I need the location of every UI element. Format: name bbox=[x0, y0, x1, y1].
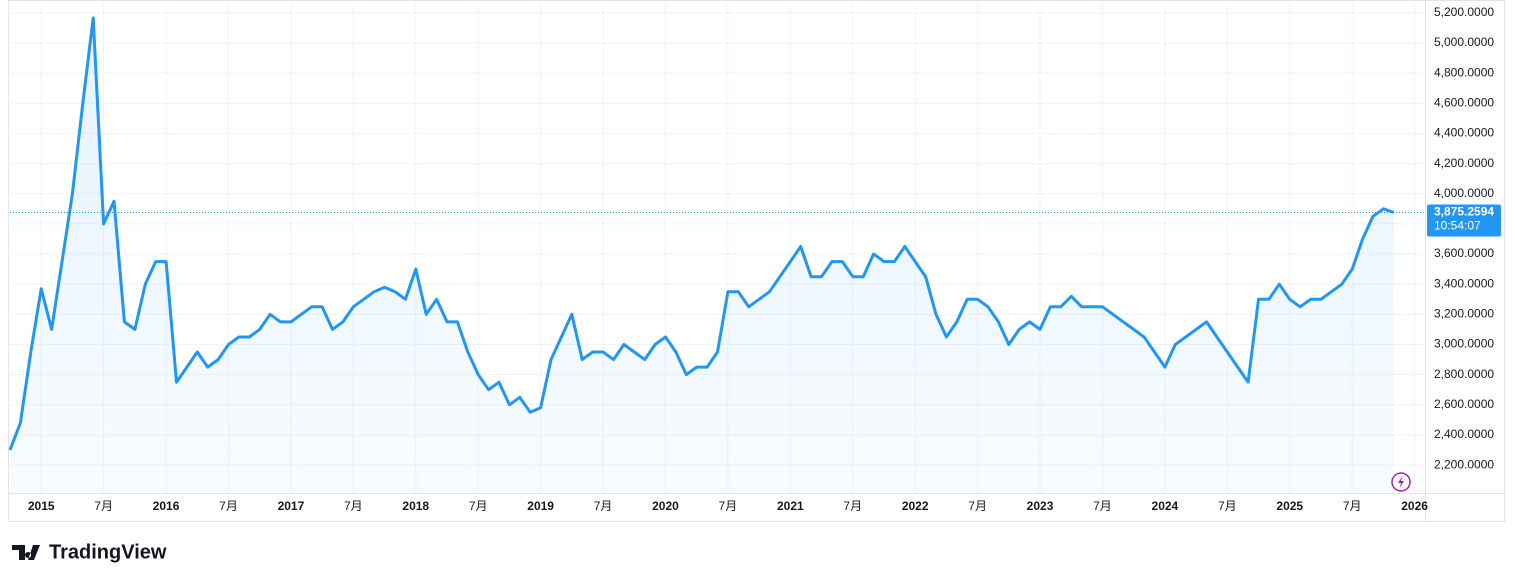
logo[interactable]: TradingView bbox=[12, 541, 167, 563]
x-tick-label: 7月 bbox=[1218, 499, 1237, 513]
last-price-label: 3,875.2594 bbox=[1434, 205, 1494, 219]
y-tick-label: 2,800.0000 bbox=[1434, 367, 1494, 381]
y-tick-label: 4,200.0000 bbox=[1434, 156, 1494, 170]
y-tick-label: 3,400.0000 bbox=[1434, 276, 1494, 290]
plot bbox=[8, 16, 1425, 494]
y-tick-label: 4,000.0000 bbox=[1434, 186, 1494, 200]
x-tick-label: 2016 bbox=[153, 499, 180, 513]
x-tick-label: 2019 bbox=[527, 499, 554, 513]
x-tick-label: 2020 bbox=[652, 499, 679, 513]
x-tick-label: 2024 bbox=[1152, 499, 1179, 513]
x-tick-label: 2025 bbox=[1276, 499, 1303, 513]
y-tick-label: 4,800.0000 bbox=[1434, 65, 1494, 79]
chart-frame bbox=[8, 0, 1505, 522]
y-tick-label: 4,400.0000 bbox=[1434, 126, 1494, 140]
x-tick-label: 2023 bbox=[1027, 499, 1054, 513]
x-tick-label: 7月 bbox=[219, 499, 238, 513]
price-line bbox=[8, 16, 1395, 451]
y-tick-label: 3,600.0000 bbox=[1434, 246, 1494, 260]
y-tick-label: 2,400.0000 bbox=[1434, 427, 1494, 441]
area bbox=[10, 17, 1394, 494]
y-tick-label: 5,000.0000 bbox=[1434, 35, 1494, 49]
x-tick-label: 7月 bbox=[1093, 499, 1112, 513]
x-tick-label: 2015 bbox=[28, 499, 55, 513]
x-tick-label: 2021 bbox=[777, 499, 804, 513]
brand-name: TradingView bbox=[49, 541, 167, 563]
y-tick-label: 3,000.0000 bbox=[1434, 337, 1494, 351]
x-tick-label: 2017 bbox=[278, 499, 305, 513]
y-tick-label: 4,600.0000 bbox=[1434, 95, 1494, 109]
x-tick-label: 7月 bbox=[469, 499, 488, 513]
x-tick-label: 7月 bbox=[94, 499, 113, 513]
y-tick-label: 5,200.0000 bbox=[1434, 5, 1494, 19]
last-price-badge bbox=[1427, 204, 1501, 237]
lightning-icon bbox=[1391, 472, 1411, 492]
x-tick-label: 7月 bbox=[843, 499, 862, 513]
x-tick-label: 2026 bbox=[1401, 499, 1428, 513]
x-tick-label: 7月 bbox=[344, 499, 363, 513]
x-tick-label: 7月 bbox=[594, 499, 613, 513]
x-tick-label: 2018 bbox=[402, 499, 429, 513]
y-tick-label: 3,200.0000 bbox=[1434, 307, 1494, 321]
y-tick-label: 2,200.0000 bbox=[1434, 457, 1494, 471]
x-tick-label: 7月 bbox=[1343, 499, 1362, 513]
x-tick-label: 7月 bbox=[719, 499, 738, 513]
axes: 2,200.0000 2,400.0000 2,600.0000 2,800.0000… bbox=[28, 5, 1501, 513]
x-tick-label: 2022 bbox=[902, 499, 929, 513]
x-tick-label: 7月 bbox=[968, 499, 987, 513]
y-tick-label: 2,600.0000 bbox=[1434, 397, 1494, 411]
countdown-label: 10:54:07 bbox=[1434, 219, 1481, 233]
